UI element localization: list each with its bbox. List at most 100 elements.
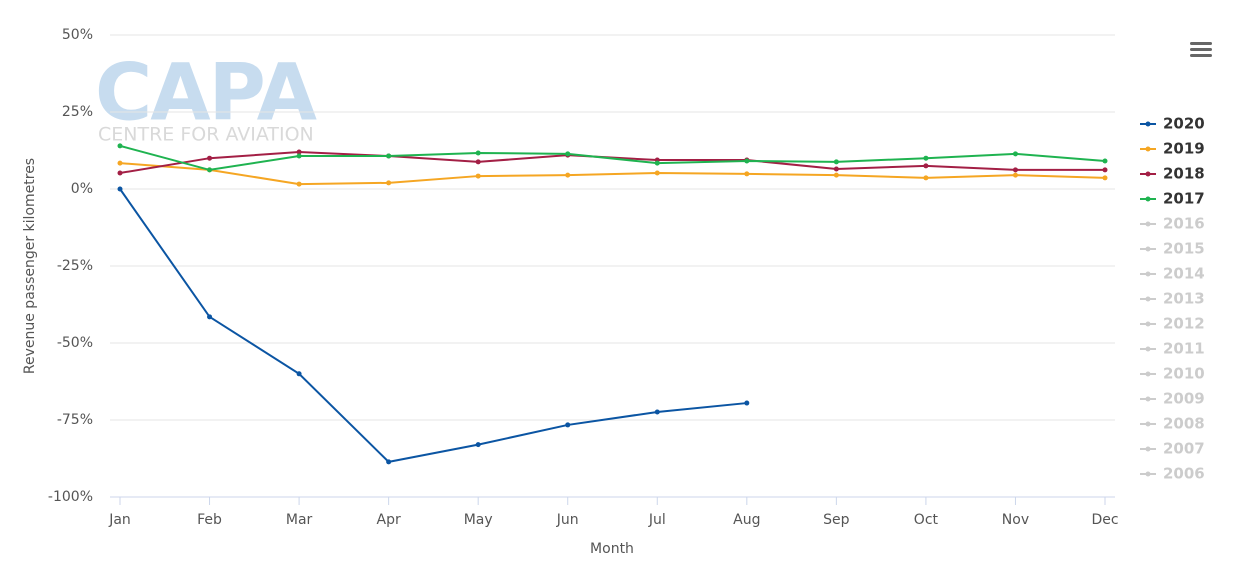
- data-point: [1102, 158, 1108, 164]
- legend-item[interactable]: 2019: [1140, 140, 1205, 158]
- series-line: [119, 144, 1106, 171]
- legend-marker: [1145, 221, 1151, 227]
- legend-marker: [1145, 196, 1151, 202]
- legend-marker: [1145, 446, 1151, 452]
- legend-item[interactable]: 2013: [1140, 290, 1205, 308]
- y-tick-label: -50%: [57, 335, 93, 351]
- legend-item[interactable]: 2017: [1140, 190, 1205, 208]
- legend-item[interactable]: 2008: [1140, 415, 1205, 433]
- x-tick-label: Jan: [108, 512, 131, 528]
- y-axis-label: Revenue passenger kilometres: [22, 158, 38, 374]
- legend-item[interactable]: 2006: [1140, 465, 1205, 483]
- legend-item[interactable]: 2014: [1140, 265, 1205, 283]
- legend-label: 2009: [1163, 390, 1205, 408]
- legend-marker: [1145, 371, 1151, 377]
- data-point: [833, 166, 839, 172]
- legend-marker: [1145, 146, 1151, 152]
- data-point: [117, 186, 123, 192]
- data-point: [744, 400, 750, 406]
- data-point: [833, 159, 839, 165]
- data-point: [654, 170, 660, 176]
- x-tick-label: Apr: [377, 512, 401, 528]
- data-point: [565, 422, 571, 428]
- legend-label: 2013: [1163, 290, 1205, 308]
- data-point: [386, 153, 392, 159]
- data-point: [296, 149, 302, 155]
- y-tick-label: -75%: [57, 412, 93, 428]
- legend-label: 2018: [1163, 165, 1205, 183]
- legend-label: 2006: [1163, 465, 1205, 483]
- data-point: [1012, 151, 1018, 157]
- x-tick-label: Mar: [286, 512, 313, 528]
- legend-label: 2017: [1163, 190, 1205, 208]
- x-tick-label: Oct: [914, 512, 939, 528]
- watermark-title: CAPA: [95, 48, 317, 138]
- x-tick-label: Aug: [733, 512, 760, 528]
- legend-item[interactable]: 2016: [1140, 215, 1205, 233]
- y-tick-label: 25%: [62, 104, 93, 120]
- x-tick-label: Sep: [823, 512, 850, 528]
- x-tick-label: Dec: [1091, 512, 1118, 528]
- data-point: [475, 150, 481, 156]
- x-tick-label: Nov: [1002, 512, 1029, 528]
- legend-item[interactable]: 2018: [1140, 165, 1205, 183]
- legend-label: 2020: [1163, 115, 1205, 133]
- data-point: [833, 172, 839, 178]
- series-line: [119, 188, 747, 463]
- legend-item[interactable]: 2010: [1140, 365, 1205, 383]
- series-line: [119, 151, 1105, 174]
- watermark-subtitle: CENTRE FOR AVIATION: [98, 124, 314, 146]
- menu-icon[interactable]: [1190, 42, 1212, 57]
- x-axis-label: Month: [590, 541, 634, 557]
- legend-marker: [1145, 121, 1151, 127]
- data-point: [117, 143, 123, 149]
- data-point: [296, 181, 302, 187]
- legend-label: 2011: [1163, 340, 1205, 358]
- x-tick-label: Jun: [556, 512, 579, 528]
- legend-label: 2016: [1163, 215, 1205, 233]
- legend-marker: [1145, 171, 1151, 177]
- y-tick-label: -100%: [48, 489, 93, 505]
- data-point: [744, 158, 750, 164]
- data-point: [1012, 167, 1018, 173]
- data-point: [475, 159, 481, 165]
- legend-label: 2010: [1163, 365, 1205, 383]
- data-point: [565, 151, 571, 157]
- data-point: [386, 180, 392, 186]
- y-tick-label: 50%: [62, 27, 93, 43]
- legend-marker: [1145, 271, 1151, 277]
- data-point: [654, 409, 660, 415]
- legend-item[interactable]: 2012: [1140, 315, 1205, 333]
- legend-label: 2008: [1163, 415, 1205, 433]
- legend-label: 2007: [1163, 440, 1205, 458]
- legend-item[interactable]: 2011: [1140, 340, 1205, 358]
- data-point: [1012, 172, 1018, 178]
- data-point: [296, 153, 302, 159]
- x-tick-label: May: [464, 512, 493, 528]
- legend-marker: [1145, 471, 1151, 477]
- legend-marker: [1145, 321, 1151, 327]
- legend-label: 2012: [1163, 315, 1205, 333]
- legend-item[interactable]: 2020: [1140, 115, 1205, 133]
- legend-marker: [1145, 346, 1151, 352]
- data-point: [475, 173, 481, 179]
- data-point: [923, 163, 929, 169]
- data-point: [654, 160, 660, 166]
- data-point: [386, 459, 392, 465]
- legend-label: 2019: [1163, 140, 1205, 158]
- legend-marker: [1145, 396, 1151, 402]
- legend-item[interactable]: 2007: [1140, 440, 1205, 458]
- data-point: [475, 442, 481, 448]
- data-point: [207, 314, 213, 320]
- x-tick-label: Feb: [197, 512, 222, 528]
- legend-marker: [1145, 296, 1151, 302]
- y-tick-label: -25%: [57, 258, 93, 274]
- legend-label: 2015: [1163, 240, 1205, 258]
- legend-item[interactable]: 2015: [1140, 240, 1205, 258]
- legend-item[interactable]: 2009: [1140, 390, 1205, 408]
- data-point: [1102, 175, 1108, 181]
- legend-label: 2014: [1163, 265, 1205, 283]
- data-point: [923, 175, 929, 181]
- data-point: [207, 155, 213, 161]
